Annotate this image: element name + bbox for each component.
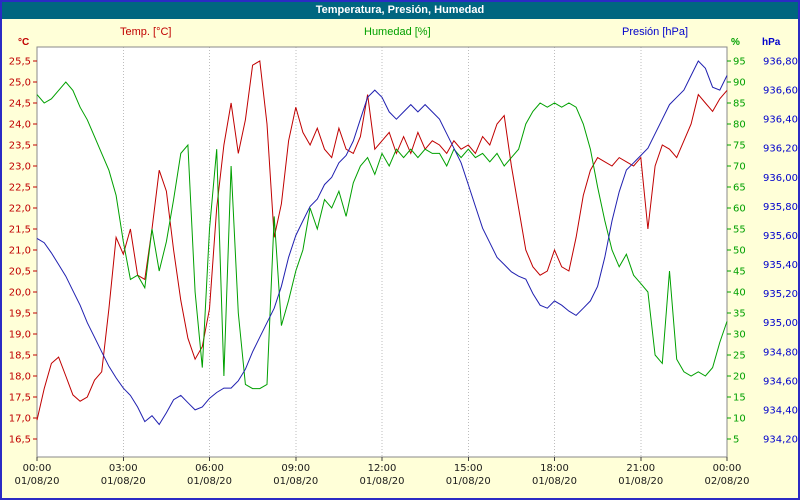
svg-text:5: 5 (733, 435, 739, 446)
svg-text:935,00: 935,00 (763, 318, 798, 329)
svg-text:00:00: 00:00 (713, 463, 742, 474)
svg-text:16,5: 16,5 (9, 435, 31, 446)
svg-text:60: 60 (733, 204, 746, 215)
svg-text:55: 55 (733, 225, 746, 236)
svg-text:70: 70 (733, 162, 746, 173)
svg-text:21,5: 21,5 (9, 225, 31, 236)
gridlines (122, 47, 642, 457)
svg-text:20: 20 (733, 372, 746, 383)
svg-text:23,5: 23,5 (9, 141, 31, 152)
svg-text:22,0: 22,0 (9, 204, 31, 215)
svg-text:65: 65 (733, 183, 746, 194)
svg-text:24,5: 24,5 (9, 99, 31, 110)
svg-text:85: 85 (733, 99, 746, 110)
svg-text:20,5: 20,5 (9, 267, 31, 278)
series-humidity (36, 81, 728, 390)
y-axis-pressure: 936,80 936,60 936,40 936,20 936,00 935,80 935,… (763, 57, 798, 446)
svg-text:50: 50 (733, 246, 746, 257)
svg-text:01/08/20: 01/08/20 (187, 476, 232, 487)
svg-text:06:00: 06:00 (195, 463, 224, 474)
svg-text:80: 80 (733, 120, 746, 131)
y-axis-temperature: 25,5 25,0 24,5 24,0 23,5 23,0 22,5 22,0 21,5 21,0… (9, 57, 37, 446)
svg-text:18:00: 18:00 (540, 463, 569, 474)
svg-text:936,00: 936,00 (763, 173, 798, 184)
svg-text:90: 90 (733, 78, 746, 89)
svg-text:95: 95 (733, 57, 746, 68)
svg-text:19,5: 19,5 (9, 309, 31, 320)
x-axis: 00:00 01/08/20 03:00 01/08/20 06:00 01/08/20 0… (15, 457, 750, 487)
window-title: Temperatura, Presión, Humedad (315, 4, 485, 16)
svg-text:934,60: 934,60 (763, 376, 798, 387)
title-bar: Temperatura, Presión, Humedad (2, 2, 798, 19)
svg-text:01/08/20: 01/08/20 (101, 476, 146, 487)
svg-text:01/08/20: 01/08/20 (360, 476, 405, 487)
svg-text:936,20: 936,20 (763, 144, 798, 155)
svg-text:03:00: 03:00 (109, 463, 138, 474)
svg-text:18,0: 18,0 (9, 372, 31, 383)
svg-text:01/08/20: 01/08/20 (273, 476, 318, 487)
axis-unit-percent: % (731, 37, 740, 48)
svg-text:17,0: 17,0 (9, 414, 31, 425)
legend-pressure: Presión [hPa] (622, 26, 689, 38)
svg-text:23,0: 23,0 (9, 162, 31, 173)
svg-text:935,80: 935,80 (763, 202, 798, 213)
svg-text:01/08/20: 01/08/20 (532, 476, 577, 487)
svg-text:934,40: 934,40 (763, 405, 798, 416)
svg-text:21:00: 21:00 (626, 463, 655, 474)
svg-text:15:00: 15:00 (454, 463, 483, 474)
svg-text:15: 15 (733, 393, 746, 404)
svg-text:25,5: 25,5 (9, 57, 31, 68)
svg-text:75: 75 (733, 141, 746, 152)
axis-unit-hpa: hPa (762, 37, 781, 48)
svg-text:934,20: 934,20 (763, 435, 798, 446)
svg-text:00:00: 00:00 (23, 463, 52, 474)
svg-text:01/08/20: 01/08/20 (15, 476, 60, 487)
svg-text:40: 40 (733, 288, 746, 299)
svg-text:936,80: 936,80 (763, 57, 798, 68)
axis-unit-celsius: °C (18, 37, 30, 48)
svg-text:934,80: 934,80 (763, 347, 798, 358)
svg-text:30: 30 (733, 330, 746, 341)
svg-text:18,5: 18,5 (9, 351, 31, 362)
svg-text:17,5: 17,5 (9, 393, 31, 404)
svg-text:22,5: 22,5 (9, 183, 31, 194)
svg-text:09:00: 09:00 (281, 463, 310, 474)
svg-text:10: 10 (733, 414, 746, 425)
svg-text:02/08/20: 02/08/20 (705, 476, 750, 487)
svg-text:936,40: 936,40 (763, 115, 798, 126)
svg-text:01/08/20: 01/08/20 (618, 476, 663, 487)
svg-text:935,40: 935,40 (763, 260, 798, 271)
legend-humidity: Humedad [%] (364, 26, 431, 38)
svg-text:25,0: 25,0 (9, 78, 31, 89)
svg-text:935,20: 935,20 (763, 289, 798, 300)
svg-text:12:00: 12:00 (368, 463, 397, 474)
y-axis-humidity: 95 90 85 80 75 70 65 60 55 50 45 40 35 30 25 20 15 10 5 (727, 57, 746, 446)
svg-text:25: 25 (733, 351, 746, 362)
svg-text:01/08/20: 01/08/20 (446, 476, 491, 487)
series-pressure (36, 60, 728, 426)
svg-text:45: 45 (733, 267, 746, 278)
svg-text:19,0: 19,0 (9, 330, 31, 341)
svg-text:24,0: 24,0 (9, 120, 31, 131)
legend-temperature: Temp. [°C] (120, 26, 172, 38)
svg-text:936,60: 936,60 (763, 86, 798, 97)
svg-text:35: 35 (733, 309, 746, 320)
svg-text:935,60: 935,60 (763, 231, 798, 242)
svg-text:20,0: 20,0 (9, 288, 31, 299)
svg-text:21,0: 21,0 (9, 246, 31, 257)
